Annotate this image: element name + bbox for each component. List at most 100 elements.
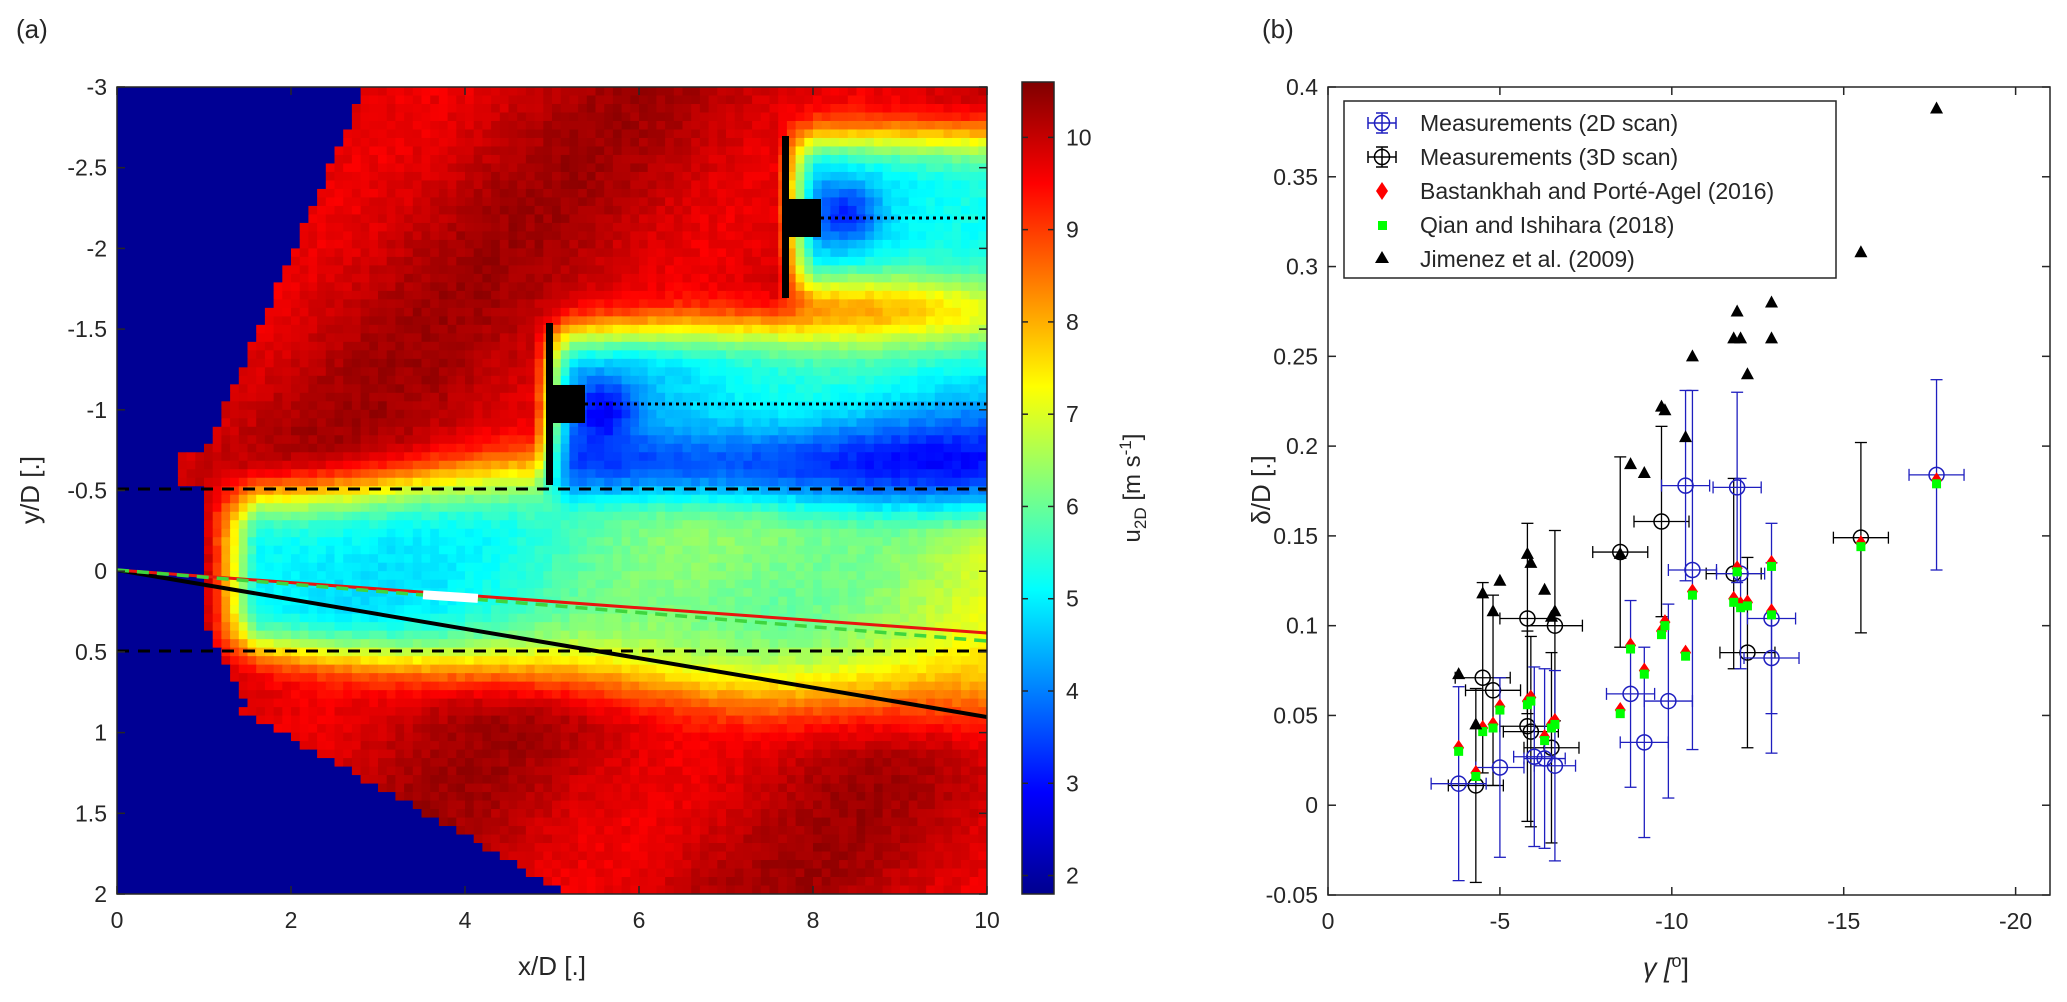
heatmap-cell bbox=[900, 290, 910, 300]
heatmap-cell bbox=[430, 418, 440, 428]
heatmap-cell bbox=[325, 290, 336, 300]
heatmap-cell bbox=[508, 197, 518, 207]
heatmap-cell bbox=[578, 180, 588, 190]
heatmap-cell bbox=[656, 409, 666, 419]
heatmap-cell bbox=[891, 494, 901, 504]
heatmap-cell bbox=[882, 367, 892, 377]
heatmap-cell bbox=[369, 409, 379, 419]
heatmap-cell bbox=[908, 188, 918, 199]
heatmap-cell bbox=[473, 375, 483, 385]
heatmap-cell bbox=[699, 392, 710, 402]
heatmap-cell bbox=[465, 392, 475, 402]
heatmap-cell bbox=[143, 222, 153, 233]
heatmap-cell bbox=[926, 112, 936, 122]
heatmap-cell bbox=[404, 103, 414, 114]
heatmap-cell bbox=[882, 358, 892, 368]
heatmap-cell bbox=[560, 248, 570, 258]
heatmap-cell bbox=[343, 358, 353, 368]
heatmap-cell bbox=[125, 197, 135, 207]
heatmap-cell bbox=[578, 256, 588, 266]
heatmap-cell bbox=[821, 452, 831, 462]
heatmap-cell bbox=[647, 409, 657, 419]
heatmap-cell bbox=[177, 265, 188, 275]
heatmap-cell bbox=[691, 316, 701, 326]
heatmap-cell bbox=[117, 248, 127, 258]
heatmap-cell bbox=[186, 87, 196, 97]
heatmap-cell bbox=[386, 290, 396, 300]
heatmap-cell bbox=[804, 171, 814, 182]
heatmap-cell bbox=[691, 443, 701, 453]
heatmap-cell bbox=[499, 460, 510, 470]
heatmap-cell bbox=[430, 477, 440, 487]
heatmap-cell bbox=[421, 375, 431, 385]
heatmap-cell bbox=[247, 103, 257, 114]
heatmap-cell bbox=[369, 180, 379, 190]
heatmap-cell bbox=[786, 333, 797, 343]
heatmap-cell bbox=[865, 477, 875, 487]
heatmap-cell bbox=[438, 401, 449, 411]
heatmap-cell bbox=[630, 205, 640, 216]
heatmap-cell bbox=[291, 435, 301, 445]
heatmap-cell bbox=[665, 307, 675, 317]
heatmap-cell bbox=[647, 333, 657, 343]
heatmap-cell bbox=[612, 460, 623, 470]
heatmap-cell bbox=[578, 333, 588, 343]
heatmap-cell bbox=[412, 222, 423, 233]
heatmap-cell bbox=[595, 197, 605, 207]
heatmap-cell bbox=[847, 401, 858, 411]
heatmap-cell bbox=[334, 401, 344, 411]
heatmap-cell bbox=[143, 95, 153, 105]
heatmap-cell bbox=[491, 435, 501, 445]
heatmap-cell bbox=[856, 248, 866, 258]
heatmap-cell bbox=[395, 358, 405, 368]
heatmap-cell bbox=[891, 188, 901, 199]
heatmap-cell bbox=[369, 146, 379, 156]
heatmap-cell bbox=[499, 401, 510, 411]
heatmap-cell bbox=[360, 282, 370, 292]
heatmap-cell bbox=[421, 180, 431, 190]
heatmap-cell bbox=[499, 87, 510, 97]
heatmap-cell bbox=[560, 460, 570, 470]
heatmap-cell bbox=[969, 494, 979, 504]
heatmap-cell bbox=[978, 95, 987, 105]
heatmap-cell bbox=[639, 205, 649, 216]
heatmap-cell bbox=[404, 426, 414, 436]
heatmap-cell bbox=[560, 443, 570, 453]
heatmap-cell bbox=[734, 239, 744, 249]
heatmap-cell bbox=[204, 231, 214, 241]
heatmap-cell bbox=[743, 350, 753, 360]
heatmap-cell bbox=[639, 469, 649, 479]
heatmap-cell bbox=[525, 435, 536, 445]
heatmap-cell bbox=[682, 409, 692, 419]
heatmap-cell bbox=[291, 443, 301, 453]
heatmap-cell bbox=[917, 188, 927, 199]
heatmap-cell bbox=[125, 435, 135, 445]
heatmap-cell bbox=[247, 120, 257, 131]
heatmap-cell bbox=[499, 367, 510, 377]
heatmap-cell bbox=[813, 265, 823, 275]
heatmap-cell bbox=[386, 443, 396, 453]
heatmap-cell bbox=[926, 205, 936, 216]
heatmap-cell bbox=[656, 460, 666, 470]
heatmap-cell bbox=[160, 180, 170, 190]
heatmap-cell bbox=[978, 401, 987, 411]
heatmap-cell bbox=[508, 307, 518, 317]
heatmap-cell bbox=[177, 426, 188, 436]
heatmap-cell bbox=[830, 137, 840, 148]
heatmap-cell bbox=[386, 367, 396, 377]
heatmap-cell bbox=[395, 477, 405, 487]
heatmap-cell bbox=[343, 239, 353, 249]
heatmap-cell bbox=[160, 112, 170, 122]
heatmap-cell bbox=[743, 477, 753, 487]
heatmap-cell bbox=[873, 95, 884, 105]
heatmap-cell bbox=[891, 239, 901, 249]
heatmap-cell bbox=[351, 452, 362, 462]
heatmap-cell bbox=[517, 222, 527, 233]
heatmap-cell bbox=[647, 112, 657, 122]
heatmap-cell bbox=[560, 290, 570, 300]
heatmap-cell bbox=[412, 120, 423, 131]
heatmap-cell bbox=[204, 256, 214, 266]
heatmap-cell bbox=[151, 129, 162, 139]
heatmap-cell bbox=[934, 486, 945, 496]
heatmap-cell bbox=[612, 384, 623, 394]
